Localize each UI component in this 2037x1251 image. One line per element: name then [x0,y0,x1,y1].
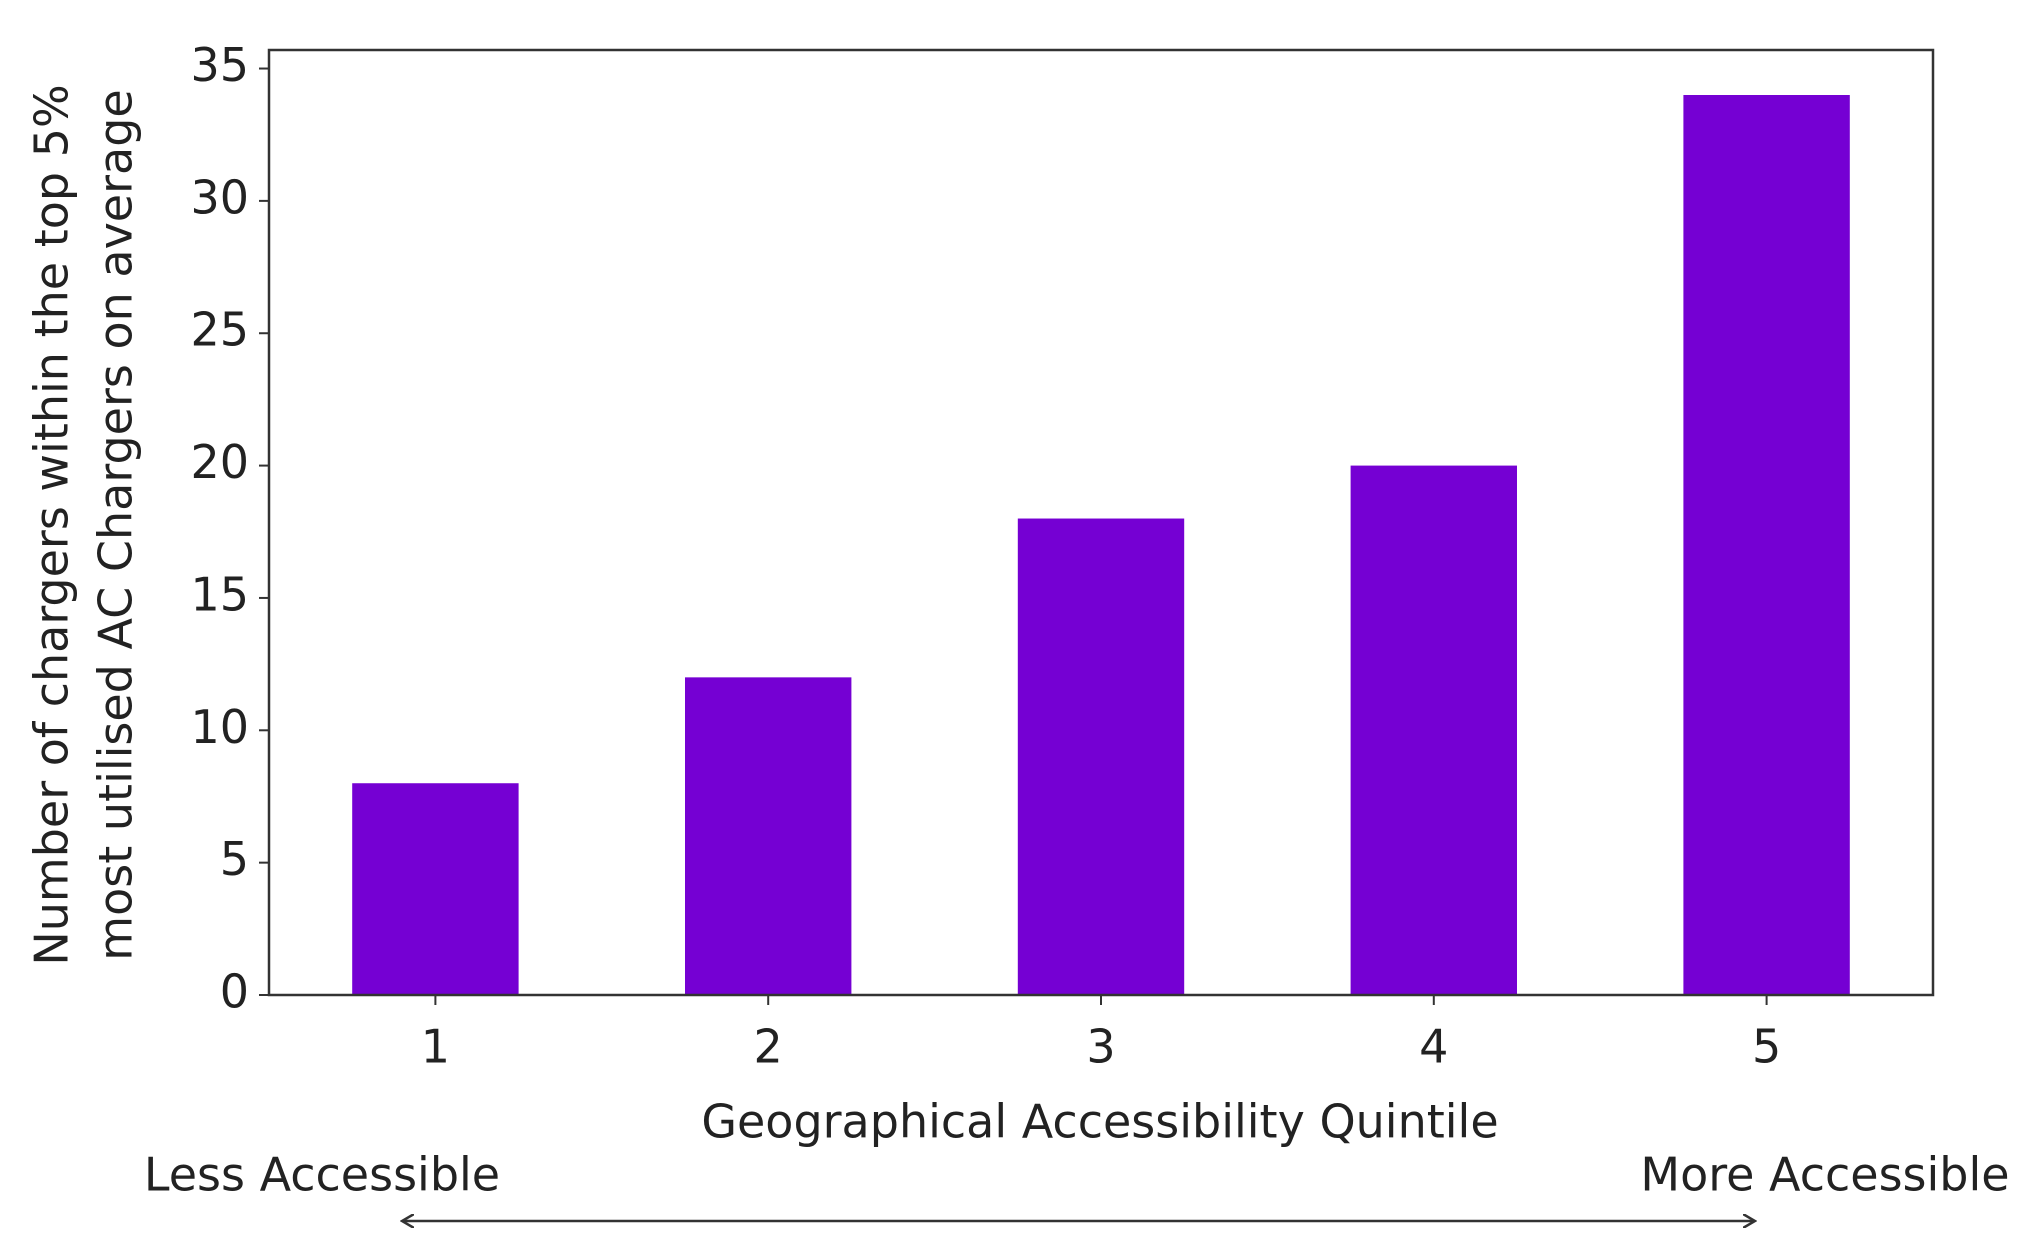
y-tick-label: 0 [220,965,249,1019]
annotation: Less Accessible [144,1148,500,1202]
x-tick-label: 4 [1419,1020,1448,1074]
y-axis-label: most utilised AC Chargers on average [89,89,143,960]
x-axis-label: Geographical Accessibility Quintile [701,1095,1498,1149]
bar [1683,95,1850,995]
y-tick-label: 25 [190,303,249,357]
bar [1017,518,1185,995]
y-tick-label: 15 [190,567,249,621]
x-tick-label: 3 [1086,1020,1115,1074]
bar [1350,465,1517,995]
y-axis-label: Number of chargers within the top 5% [25,84,79,965]
x-tick-label: 1 [421,1020,450,1074]
bar [352,783,519,995]
x-tick-label: 2 [754,1020,783,1074]
y-tick-label: 5 [220,832,249,886]
y-tick-label: 20 [190,435,249,489]
plot-frame [267,48,1935,997]
y-tick-label: 35 [190,38,249,92]
y-tick-label: 30 [190,170,249,224]
x-tick-label: 5 [1752,1020,1781,1074]
annotation: More Accessible [1640,1148,2009,1202]
bar [685,677,852,995]
y-tick-label: 10 [190,700,249,754]
